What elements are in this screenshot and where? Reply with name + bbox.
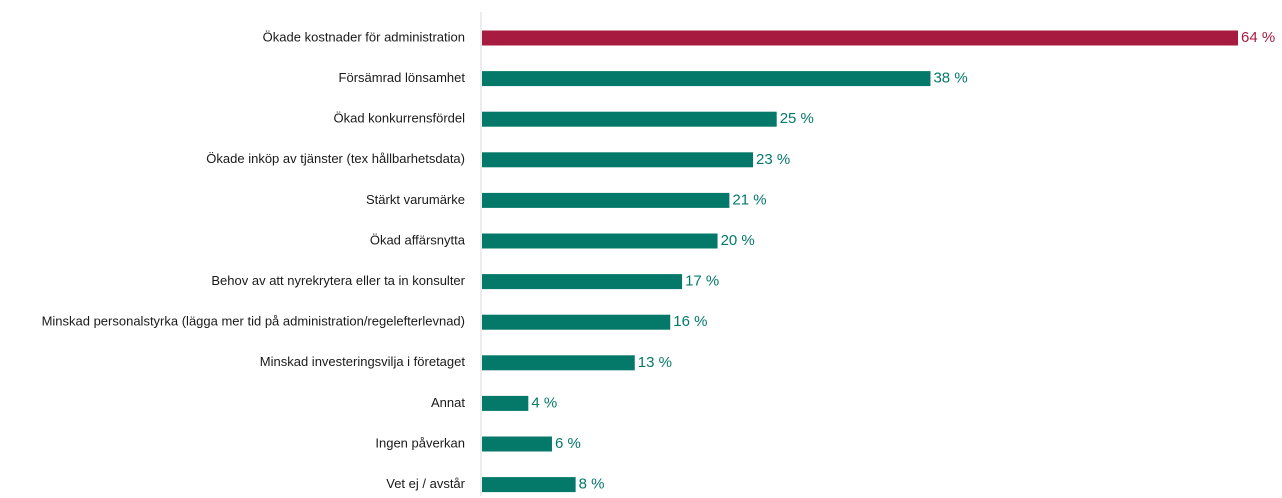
bar [482, 395, 529, 411]
bar [482, 192, 730, 208]
category-label: Ökade kostnader för administration [263, 29, 465, 44]
value-label: 8 % [579, 476, 605, 493]
category-label: Ökad affärsnytta [370, 232, 466, 247]
category-label: Behov av att nyrekrytera eller ta in kon… [211, 273, 465, 288]
bar [482, 436, 552, 452]
category-label: Minskad investeringsvilja i företaget [260, 354, 466, 369]
value-label: 25 % [780, 110, 814, 127]
category-label: Försämrad lönsamhet [339, 70, 466, 85]
value-label: 21 % [732, 191, 766, 208]
category-label: Ökade inköp av tjänster (tex hållbarhets… [206, 151, 465, 166]
bar [482, 355, 635, 371]
bar [482, 152, 754, 168]
value-label: 4 % [531, 394, 557, 411]
value-label: 20 % [721, 232, 755, 249]
bar [482, 314, 671, 330]
bar [482, 274, 683, 290]
bar [482, 477, 576, 493]
category-label: Annat [431, 395, 465, 410]
value-label: 38 % [933, 70, 967, 87]
bar [482, 30, 1238, 46]
value-label: 23 % [756, 151, 790, 168]
bar [482, 111, 777, 127]
category-label: Vet ej / avstår [386, 476, 465, 491]
category-label: Ökad konkurrensfördel [333, 111, 465, 126]
bar [482, 71, 931, 87]
bar [482, 233, 718, 249]
value-label: 6 % [555, 435, 581, 452]
value-label: 17 % [685, 273, 719, 290]
category-label: Stärkt varumärke [366, 192, 465, 207]
category-label: Ingen påverkan [375, 435, 465, 450]
category-label: Minskad personalstyrka (lägga mer tid på… [42, 314, 465, 329]
value-label: 16 % [673, 313, 707, 330]
value-label: 13 % [638, 354, 672, 371]
value-label: 64 % [1241, 29, 1275, 46]
